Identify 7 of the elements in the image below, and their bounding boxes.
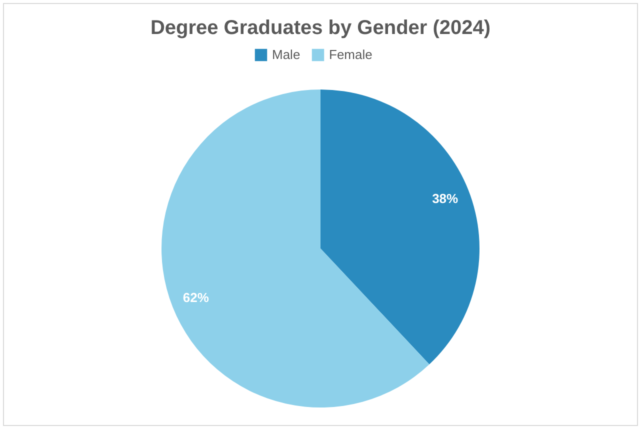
legend-label: Male [272,47,300,62]
pie-slice [162,90,430,408]
pie-slice [320,90,480,364]
legend-label: Female [329,47,372,62]
chart-title: Degree Graduates by Gender (2024) [150,17,491,39]
data-label: 38% [432,191,459,206]
data-label: 62% [182,290,210,305]
